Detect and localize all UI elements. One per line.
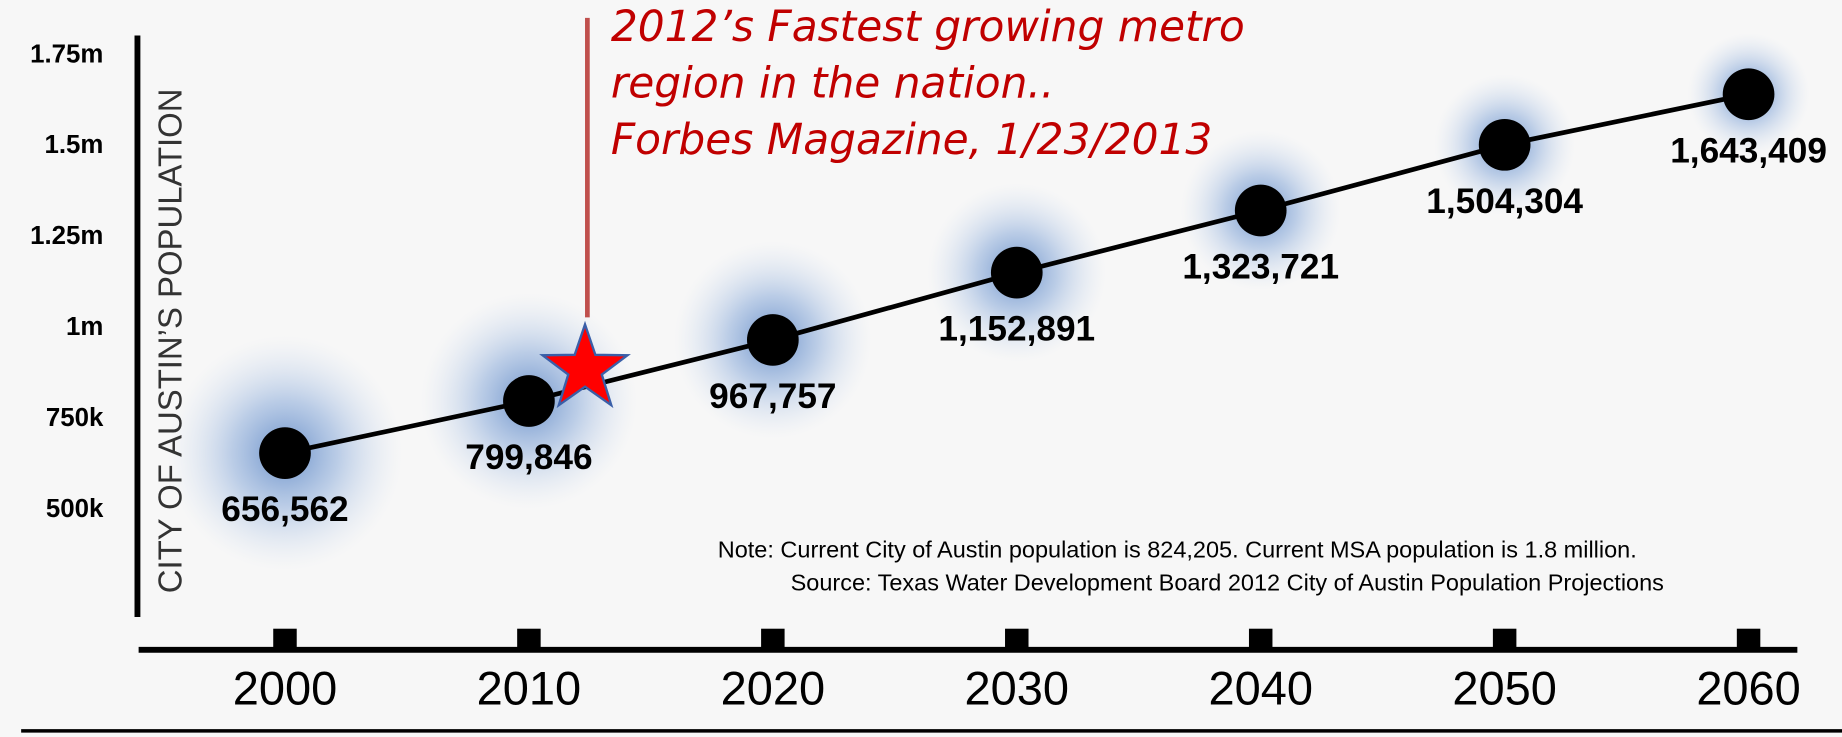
- y-tick-label: 1.75m: [30, 40, 103, 68]
- x-tick-label: 2010: [477, 662, 581, 715]
- x-tick-label: 2030: [965, 662, 1070, 715]
- point: [259, 427, 311, 479]
- point: [1478, 118, 1531, 171]
- x-tick-label: 2050: [1452, 662, 1557, 715]
- value-label: 656,562: [221, 490, 348, 529]
- x-tick-label: 2060: [1696, 662, 1801, 715]
- y-tick-label: 1.5m: [45, 131, 104, 159]
- note: Source: Texas Water Development Board 20…: [791, 569, 1664, 595]
- y-tick-label: 1.25m: [30, 222, 103, 250]
- point: [1234, 184, 1287, 237]
- annotation: 2012’s Fastest growing metro: [611, 2, 1245, 51]
- point: [746, 314, 799, 366]
- x-tick-mark: [273, 628, 297, 650]
- value-label: 1,504,304: [1426, 182, 1583, 221]
- y-axis-title: CITY OF AUSTIN’S POPULATION: [151, 89, 188, 594]
- point: [503, 375, 555, 427]
- y-tick-label: 750k: [46, 404, 104, 432]
- x-tick-mark: [1005, 628, 1029, 650]
- value-label: 1,152,891: [938, 310, 1095, 349]
- value-label: 1,323,721: [1182, 248, 1339, 287]
- point: [1722, 68, 1775, 121]
- annotation: Forbes Magazine, 1/23/2013: [611, 115, 1212, 164]
- x-tick-label: 2000: [233, 662, 338, 715]
- x-tick-mark: [517, 628, 541, 650]
- x-tick-mark: [761, 628, 785, 650]
- note: Note: Current City of Austin population …: [718, 536, 1637, 562]
- value-label: 1,643,409: [1670, 131, 1827, 170]
- value-label: 967,757: [709, 377, 836, 416]
- annotation: region in the nation..: [611, 58, 1054, 107]
- x-tick-mark: [1248, 628, 1273, 650]
- x-tick-mark: [1736, 628, 1761, 650]
- x-tick-mark: [1492, 628, 1517, 650]
- x-tick-label: 2020: [721, 662, 826, 715]
- y-tick-label: 500k: [46, 495, 104, 523]
- star: [539, 320, 631, 409]
- x-tick-label: 2040: [1208, 662, 1313, 715]
- y-tick-label: 1m: [66, 313, 103, 341]
- value-label: 799,846: [465, 438, 592, 477]
- point: [990, 246, 1043, 299]
